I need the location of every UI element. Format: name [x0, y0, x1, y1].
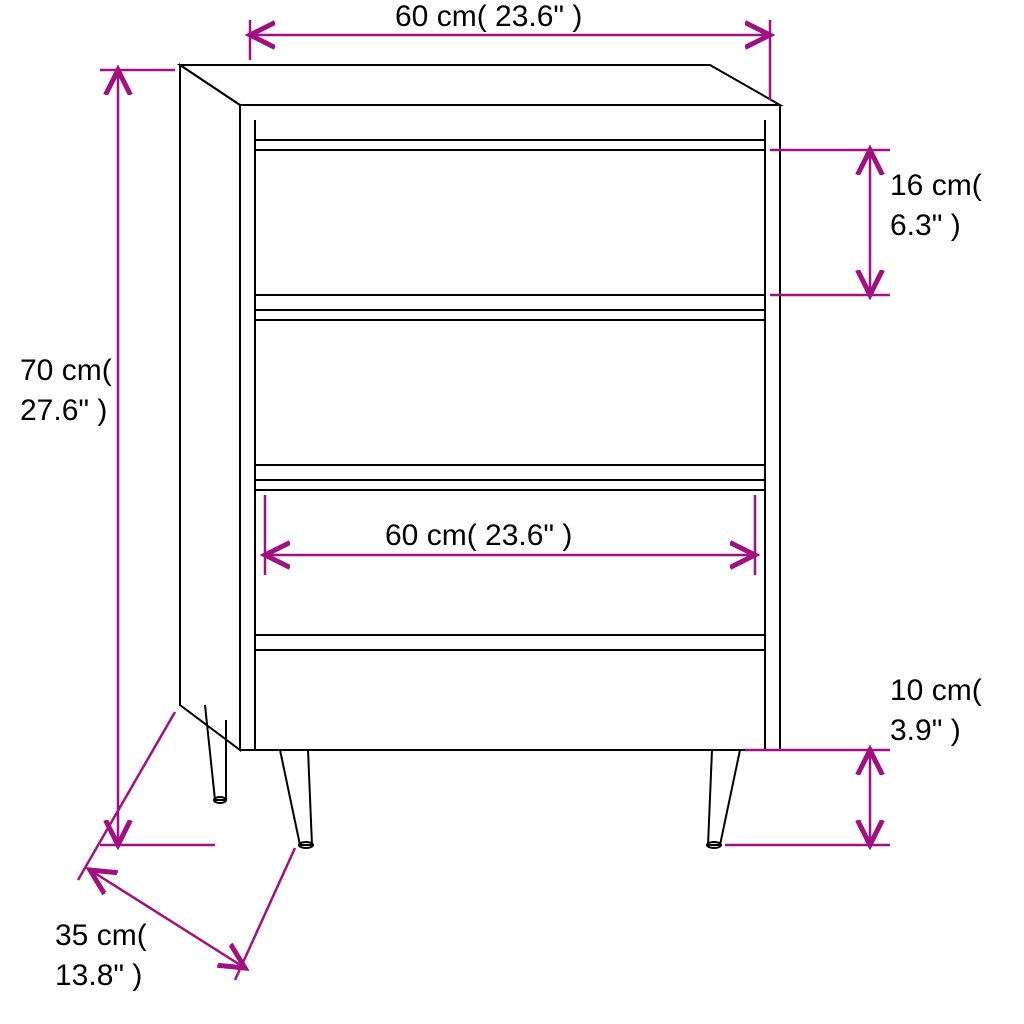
dimension-diagram: 60 cm( 23.6" ) 70 cm( 27.6" ) 16 cm( 6.3…: [0, 0, 1024, 1024]
label-drawer-width: 60 cm( 23.6" ): [385, 519, 572, 552]
label-drawer-height: 16 cm( 6.3" ): [890, 169, 990, 242]
label-height-left: 70 cm( 27.6" ): [20, 354, 120, 427]
label-width-top: 60 cm( 23.6" ): [395, 0, 582, 33]
label-leg-height: 10 cm( 3.9" ): [890, 674, 990, 747]
cabinet-drawing: [180, 65, 780, 848]
dim-height-left: [100, 70, 215, 845]
label-depth: 35 cm( 13.8" ): [55, 919, 155, 992]
dim-drawer-height: [770, 150, 890, 295]
dim-leg-height: [725, 750, 890, 845]
